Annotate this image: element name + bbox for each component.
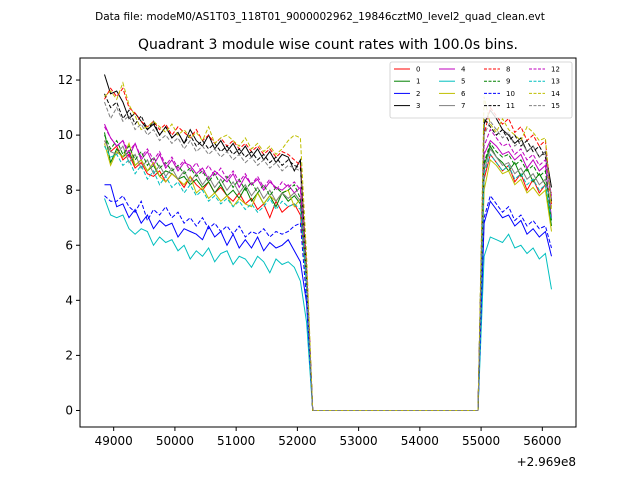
x-tick-label: 56000 bbox=[523, 434, 561, 448]
series-line-10 bbox=[104, 194, 552, 411]
legend-label: 3 bbox=[416, 102, 420, 110]
x-tick-label: 51000 bbox=[217, 434, 255, 448]
file-suptitle: Data file: modeM0/AS1T03_118T01_90000029… bbox=[95, 11, 545, 23]
y-tick-label: 2 bbox=[65, 348, 73, 362]
legend-label: 2 bbox=[416, 90, 420, 98]
legend-label: 13 bbox=[551, 78, 560, 86]
legend-label: 15 bbox=[551, 102, 560, 110]
x-tick-label: 53000 bbox=[340, 434, 378, 448]
legend-label: 14 bbox=[551, 90, 560, 98]
legend-label: 4 bbox=[461, 66, 466, 74]
x-axis: 49000 50000 51000 52000 53000 54000 55000 56000 bbox=[95, 427, 561, 448]
y-axis: 0 2 4 6 8 10 12 bbox=[58, 73, 80, 417]
x-tick-label: 49000 bbox=[95, 434, 133, 448]
legend-label: 5 bbox=[461, 78, 465, 86]
legend-label: 9 bbox=[506, 78, 510, 86]
legend-label: 6 bbox=[461, 90, 466, 98]
axes-frame bbox=[79, 57, 577, 428]
series-line-15 bbox=[104, 101, 552, 411]
y-tick-label: 6 bbox=[65, 238, 73, 252]
x-offset-label: +2.969e8 bbox=[517, 455, 576, 469]
y-tick-label: 12 bbox=[58, 73, 73, 87]
legend-frame bbox=[389, 61, 573, 119]
y-tick-label: 10 bbox=[58, 128, 73, 142]
x-tick-label: 55000 bbox=[462, 434, 500, 448]
series-line-14 bbox=[104, 81, 552, 411]
chart-title: Quadrant 3 module wise count rates with … bbox=[138, 37, 518, 53]
legend-label: 10 bbox=[506, 90, 515, 98]
x-tick-label: 52000 bbox=[278, 434, 316, 448]
legend-label: 12 bbox=[551, 66, 560, 74]
plot-area bbox=[104, 74, 552, 411]
y-tick-label: 0 bbox=[65, 403, 73, 417]
series-line-0 bbox=[104, 140, 552, 411]
series-line-2 bbox=[104, 184, 552, 411]
x-tick-label: 54000 bbox=[401, 434, 439, 448]
legend-label: 11 bbox=[506, 102, 515, 110]
legend-label: 0 bbox=[416, 66, 420, 74]
legend-label: 7 bbox=[461, 102, 465, 110]
y-tick-label: 8 bbox=[65, 183, 73, 197]
series-line-5 bbox=[104, 198, 552, 411]
y-tick-label: 4 bbox=[65, 293, 73, 307]
x-tick-label: 50000 bbox=[156, 434, 194, 448]
legend-label: 8 bbox=[506, 66, 510, 74]
series-line-13 bbox=[104, 145, 552, 411]
legend-label: 1 bbox=[416, 78, 420, 86]
